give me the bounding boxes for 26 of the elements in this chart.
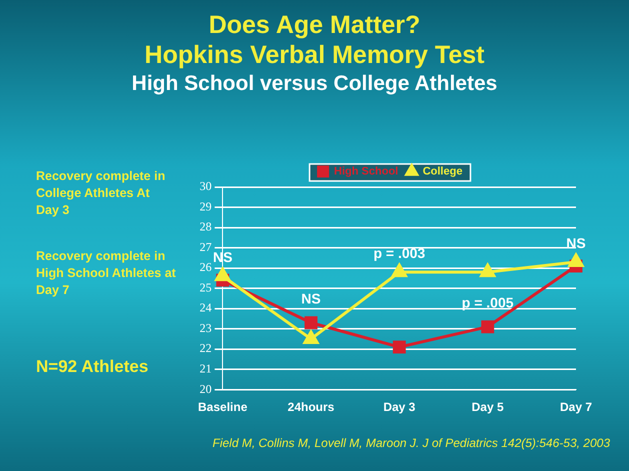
chart-subtitle: High School versus College Athletes: [130, 72, 498, 96]
text: N=92 Athletes: [36, 357, 148, 377]
x-tick-label: Day 3: [383, 400, 416, 414]
legend-label: High School: [334, 166, 398, 178]
x-tick-label: Day 5: [472, 400, 504, 414]
chart-title: Does Age Matter? Hopkins Verbal Memory Test: [144, 10, 486, 70]
y-tick-label: 23: [200, 320, 212, 335]
y-tick-label: 27: [200, 240, 212, 254]
y-tick-label: 22: [200, 341, 212, 356]
y-tick-label: 30: [200, 179, 212, 194]
text: Recovery complete in High School Athletes at Day 7: [36, 248, 176, 299]
legend-label: College: [422, 166, 462, 178]
y-tick-label: 21: [200, 361, 212, 376]
y-tick-label: 26: [200, 260, 212, 274]
text: Field M, Collins M, Lovell M, Maroon J. J of Pediatrics 142(5):546-53, 2003: [211, 436, 610, 450]
x-tick-label: 24hours: [288, 400, 335, 414]
y-tick-label: 20: [200, 382, 212, 396]
annotation: p = .003: [373, 244, 426, 261]
text: Recovery complete in College Athletes At Day 3: [36, 168, 166, 219]
y-tick-label: 28: [200, 220, 212, 234]
annotation: NS: [301, 290, 321, 307]
x-tick-label: Day 7: [560, 400, 592, 414]
y-tick-label: 25: [200, 280, 212, 294]
y-tick-label: 24: [200, 300, 212, 315]
x-tick-label: Baseline: [198, 400, 248, 414]
y-tick-label: 29: [200, 199, 212, 214]
